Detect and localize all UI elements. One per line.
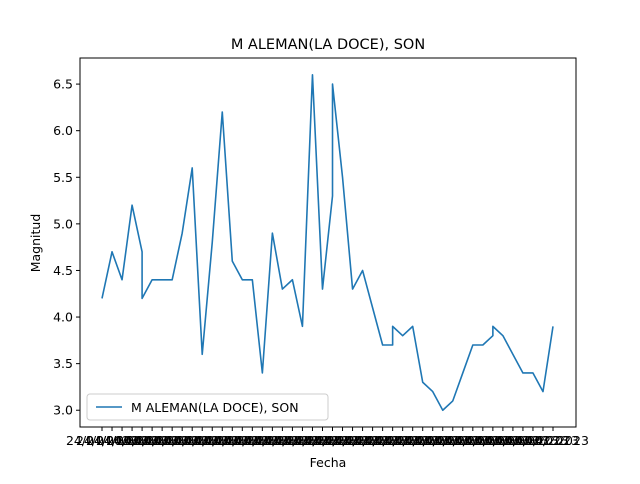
x-tick-label: 24/04/2023 xyxy=(467,433,539,448)
series-line xyxy=(101,73,554,412)
x-tick-label: 24/04/2023 xyxy=(246,433,318,448)
x-tick-label: 24/04/2023 xyxy=(317,433,389,448)
legend-label: M ALEMAN(LA DOCE), SON xyxy=(131,400,299,415)
x-tick-label: 24/04/2023 xyxy=(367,433,439,448)
legend: M ALEMAN(LA DOCE), SON xyxy=(86,393,329,421)
x-tick-label: 24/04/2023 xyxy=(417,433,489,448)
x-tick-label: 24/04/2023 xyxy=(507,433,579,448)
x-tick-label: 24/04/2023 xyxy=(307,433,379,448)
x-tick-label: 24/04/2023 xyxy=(176,433,248,448)
y-axis-label: Magnitud xyxy=(28,214,43,273)
x-axis-ticks xyxy=(101,427,554,431)
x-tick-label: 24/04/2023 xyxy=(437,433,509,448)
x-tick-label: 24/04/2023 xyxy=(327,433,399,448)
x-tick-label: 24/04/2023 xyxy=(76,433,148,448)
x-tick-label: 24/04/2023 xyxy=(276,433,348,448)
y-axis-ticks: 3.0 3.5 4.0 4.5 5.0 5.5 6.0 6.5 xyxy=(53,77,80,418)
x-tick-label: 24/04/2023 xyxy=(226,433,298,448)
x-tick-label: 24/04/2023 xyxy=(377,433,449,448)
y-tick-label: 6.0 xyxy=(53,123,73,138)
x-axis-tick-labels: 24/04/2023 202324/04/202324/04/202324/04/… xyxy=(66,433,589,448)
x-tick-label: 24/04/2023 xyxy=(216,433,288,448)
x-tick-label: 24/04/2023 xyxy=(136,433,208,448)
x-tick-label: 24/04/2023 xyxy=(186,433,258,448)
x-tick-label: 24/04/2023 xyxy=(447,433,519,448)
x-tick-label: 24/04/2023 xyxy=(407,433,479,448)
x-tick-label: 24/04/2023 xyxy=(347,433,419,448)
x-tick-label: 24/04/2023 xyxy=(337,433,409,448)
x-tick-label: 24/04/2023 xyxy=(236,433,308,448)
y-tick-label: 3.0 xyxy=(53,403,73,418)
y-tick-label: 6.5 xyxy=(53,77,73,92)
x-axis-label: Fecha xyxy=(310,455,347,470)
x-tick-label: 24/04/2023 xyxy=(427,433,499,448)
x-tick-label: 24/04/2023 xyxy=(266,433,338,448)
x-tick-label: 24/04/2023 xyxy=(497,433,569,448)
x-tick-label: 24/04/2023 xyxy=(397,433,469,448)
plot-area-frame xyxy=(79,57,577,428)
x-tick-label: 24/04/2023 xyxy=(357,433,429,448)
y-tick-label: 5.0 xyxy=(53,216,73,231)
x-tick-label: 24/04/2023 xyxy=(286,433,358,448)
x-tick-label: 24/04/2023 xyxy=(256,433,328,448)
x-tick-label: 24/04/2023 xyxy=(477,433,549,448)
y-tick-label: 4.0 xyxy=(53,310,73,325)
x-tick-label: 24/04/2023 xyxy=(166,433,238,448)
x-tick-label: 24/04/2023 xyxy=(126,433,198,448)
x-tick-label: 24/04/2023 xyxy=(387,433,459,448)
x-tick-label: 24/04/2023 xyxy=(86,433,158,448)
x-tick-label: 24/04/2023 xyxy=(116,433,188,448)
legend-frame xyxy=(86,393,329,421)
x-tick-label: 24/04/2023 xyxy=(487,433,559,448)
x-tick-label: 24/04/2023 xyxy=(457,433,529,448)
y-tick-label: 5.5 xyxy=(53,170,73,185)
y-tick-label: 3.5 xyxy=(53,356,73,371)
chart-title: M ALEMAN(LA DOCE), SON xyxy=(231,37,425,53)
x-tick-label: 24/04/2023 xyxy=(156,433,228,448)
x-tick-label: 24/04/2023 xyxy=(296,433,368,448)
x-tick-label: 24/04/2023 xyxy=(206,433,278,448)
y-tick-label: 4.5 xyxy=(53,263,73,278)
x-tick-label: 24/04/2023 xyxy=(96,433,168,448)
x-tick-label: 24/04/2023 xyxy=(66,433,138,448)
x-tick-label: 24/04/2023 xyxy=(106,433,178,448)
x-tick-label: 24/04/2023 xyxy=(146,433,218,448)
x-tick-label: 24/04/2023 xyxy=(196,433,268,448)
x-tick-label: 2023 xyxy=(557,433,589,448)
